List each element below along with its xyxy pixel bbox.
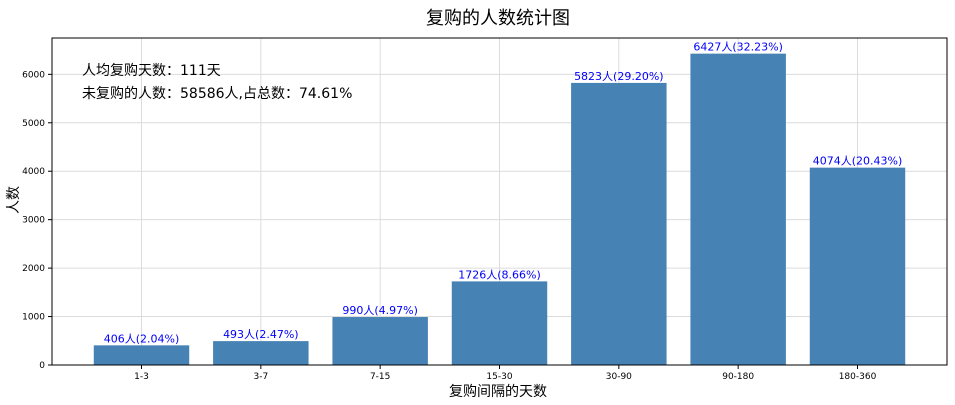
x-tick-label: 7-15 [370, 372, 390, 382]
bar [809, 167, 906, 365]
y-tick-label: 6000 [22, 70, 45, 80]
x-tick-label: 90-180 [722, 372, 754, 382]
bar-data-label: 406人(2.04%) [104, 332, 180, 345]
y-tick-label: 3000 [22, 216, 45, 226]
x-axis-title: 复购间隔的天数 [449, 383, 547, 400]
bar [451, 281, 548, 365]
y-axis-title: 人数 [6, 186, 22, 214]
y-tick-label: 5000 [22, 119, 45, 129]
y-tick-label: 1000 [22, 313, 45, 323]
bar [213, 341, 309, 365]
y-tick-label: 2000 [22, 264, 45, 274]
x-tick-label: 30-90 [606, 372, 632, 382]
bar-data-label: 6427人(32.23%) [693, 41, 783, 54]
x-tick-label: 15-30 [486, 372, 512, 382]
y-tick-label: 4000 [22, 167, 45, 177]
y-axis-ticks: 0 1000 2000 3000 4000 5000 6000 [22, 70, 52, 371]
annotation-avg-days: 人均复购天数：111天 [82, 62, 221, 79]
bar-data-label: 4074人(20.43%) [813, 155, 903, 168]
data-labels: 406人(2.04%) 493人(2.47%) 990人(4.97%) 1726人(8… [104, 41, 903, 346]
y-tick-label: 0 [39, 361, 45, 371]
bar-data-label: 5823人(29.20%) [574, 70, 664, 83]
bar [571, 82, 667, 366]
annotation-no-repurchase: 未复购的人数：58586人,占总数：74.61% [82, 85, 352, 102]
x-tick-label: 180-360 [839, 372, 877, 382]
bar-data-label: 1726人(8.66%) [458, 268, 541, 281]
bar-data-label: 493人(2.47%) [223, 328, 299, 341]
x-tick-label: 1-3 [134, 372, 149, 382]
x-axis-ticks: 1-3 3-7 7-15 15-30 30-90 90-180 180-360 [134, 365, 877, 382]
bars [93, 53, 906, 366]
chart-title: 复购的人数统计图 [426, 8, 570, 29]
x-tick-label: 3-7 [253, 372, 268, 382]
bar [332, 317, 428, 365]
bar [690, 53, 786, 366]
bar-data-label: 990人(4.97%) [342, 304, 418, 317]
bar [93, 345, 190, 365]
